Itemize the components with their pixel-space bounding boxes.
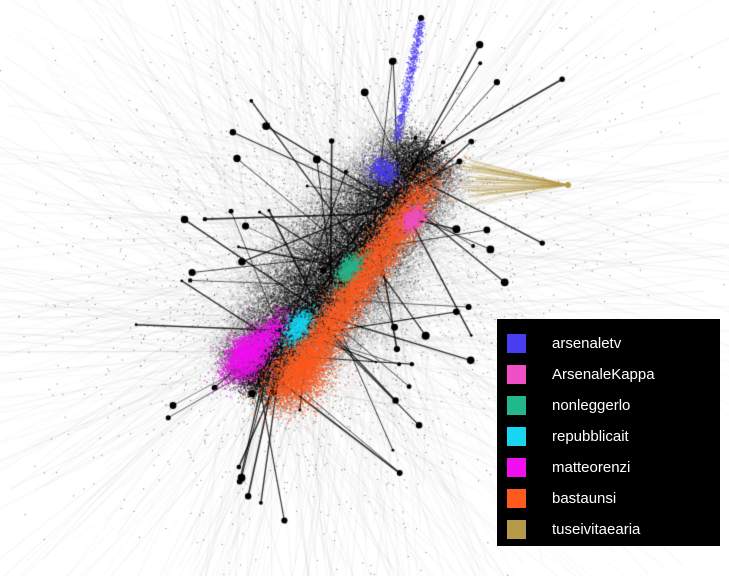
legend-label-arsenaletv: arsenaletv [552,335,622,352]
legend-item-bastaunsi: bastaunsi [507,483,720,514]
legend-label-matteorenzi: matteorenzi [552,459,631,476]
legend-item-repubblicait: repubblicait [507,421,720,452]
legend-swatch-arsenaletv [507,334,526,353]
legend-swatch-repubblicait [507,427,526,446]
legend-swatch-tuseivitaearia [507,520,526,539]
legend-item-tuseivitaearia: tuseivitaearia [507,514,720,545]
legend-swatch-nonleggerlo [507,396,526,415]
legend-item-arsenalekappa: ArsenaleKappa [507,359,720,390]
legend-label-tuseivitaearia: tuseivitaearia [552,521,641,538]
legend-item-matteorenzi: matteorenzi [507,452,720,483]
legend: arsenaletv ArsenaleKappa nonleggerlo rep… [497,319,720,546]
legend-swatch-matteorenzi [507,458,526,477]
legend-item-arsenaletv: arsenaletv [507,328,720,359]
legend-swatch-arsenalekappa [507,365,526,384]
legend-label-bastaunsi: bastaunsi [552,490,617,507]
legend-label-repubblicait: repubblicait [552,428,629,445]
legend-swatch-bastaunsi [507,489,526,508]
legend-item-nonleggerlo: nonleggerlo [507,390,720,421]
legend-label-arsenalekappa: ArsenaleKappa [552,366,655,383]
legend-label-nonleggerlo: nonleggerlo [552,397,631,414]
